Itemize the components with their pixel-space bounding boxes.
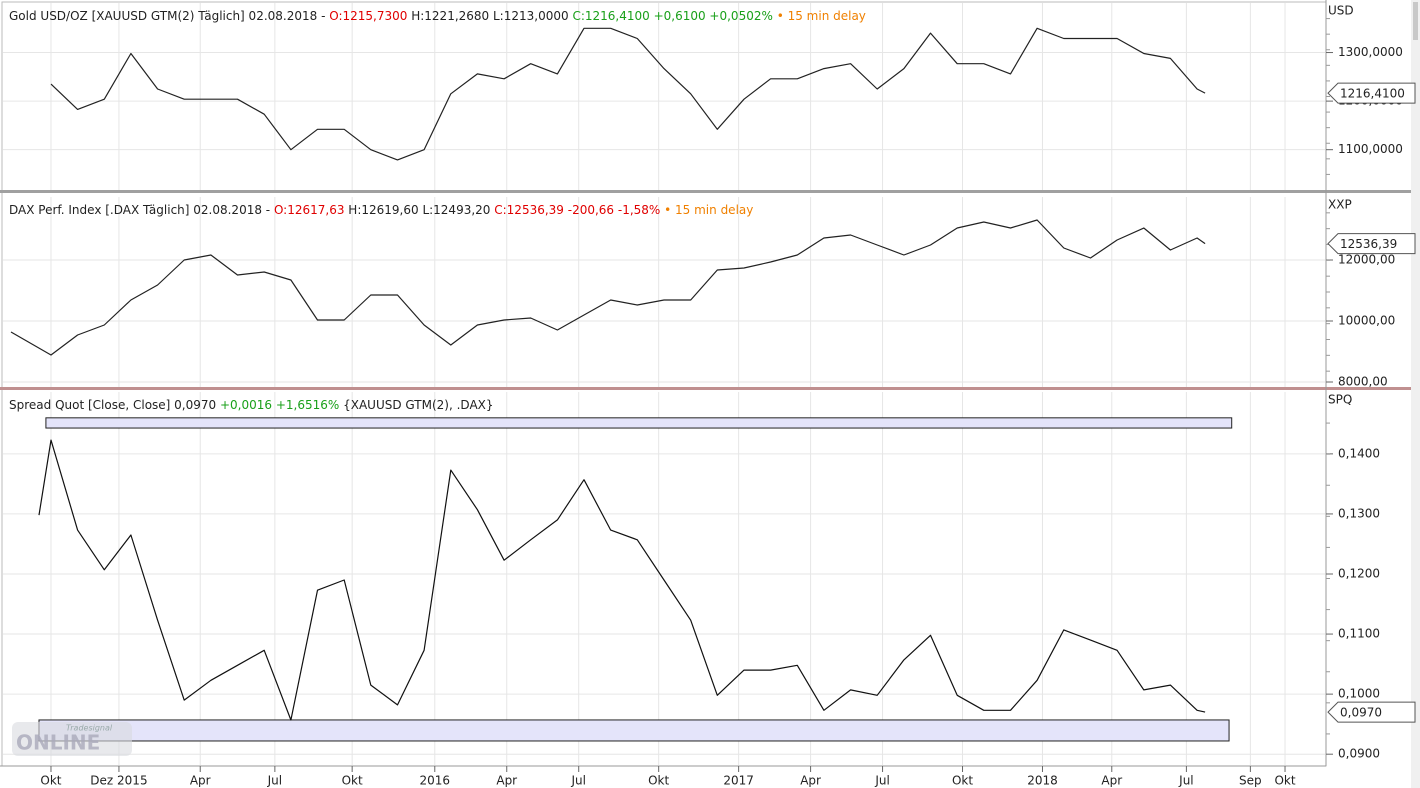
x-tick-label: Jul — [267, 774, 282, 788]
scrollbar[interactable] — [1411, 0, 1420, 788]
pane-header: Gold USD/OZ [XAUUSD GTM(2) Täglich] 02.0… — [9, 9, 866, 23]
x-tick-label: Jul — [874, 774, 889, 788]
y-tick-label: 0,0900 — [1338, 747, 1380, 761]
x-tick-label: Apr — [496, 774, 517, 788]
y-tick-label: 0,1100 — [1338, 627, 1380, 641]
x-tick-label: Okt — [342, 774, 363, 788]
header-segment: Gold USD/OZ [XAUUSD GTM(2) Täglich] 02.0… — [9, 9, 329, 23]
header-segment: • 15 min delay — [773, 9, 866, 23]
pane-separator — [0, 387, 1420, 390]
x-tick-label: Okt — [40, 774, 61, 788]
last-price-tag — [1327, 233, 1416, 255]
scrollbar-thumb[interactable] — [1413, 2, 1418, 40]
pane-header: DAX Perf. Index [.DAX Täglich] 02.08.201… — [9, 203, 753, 217]
watermark-text: Tradesignal — [66, 724, 113, 733]
header-segment: {XAUUSD GTM(2), .DAX} — [339, 398, 493, 412]
header-segment: • 15 min delay — [660, 203, 753, 217]
channel-band — [45, 417, 1233, 429]
watermark-logo — [12, 722, 132, 756]
x-tick-label: Jul — [570, 774, 585, 788]
y-tick-label: 1300,0000 — [1338, 45, 1403, 59]
last-price-tag — [1327, 82, 1416, 104]
y-tick-label: 10000,00 — [1338, 314, 1395, 328]
y-tick-label: 0,1200 — [1338, 566, 1380, 580]
x-tick-label: Apr — [800, 774, 821, 788]
last-price-tag — [1327, 701, 1416, 723]
y-tick-label: 0,1400 — [1338, 446, 1380, 460]
pane-header: Spread Quot [Close, Close] 0,0970 +0,001… — [9, 398, 494, 412]
x-tick-label: 2018 — [1027, 774, 1058, 788]
y-tick-label: 0,1000 — [1338, 687, 1380, 701]
x-tick-label: Apr — [190, 774, 211, 788]
price-line — [38, 439, 1206, 721]
y-tick-label: 12000,00 — [1338, 253, 1395, 267]
x-tick-label: Okt — [1274, 774, 1295, 788]
x-tick-label: Okt — [648, 774, 669, 788]
x-tick-label: Dez 2015 — [90, 774, 147, 788]
header-segment: +0,0016 +1,6516% — [220, 398, 339, 412]
header-segment: C:12536,39 -200,66 -1,58% — [494, 203, 660, 217]
y-tick-label: 0,1300 — [1338, 506, 1380, 520]
axis-unit: SPQ — [1328, 393, 1352, 407]
y-tick-label: 8000,00 — [1338, 374, 1388, 388]
x-tick-label: Apr — [1101, 774, 1122, 788]
header-segment: DAX Perf. Index [.DAX Täglich] 02.08.201… — [9, 203, 274, 217]
last-price-label: 1216,4100 — [1340, 87, 1405, 101]
header-segment: H:12619,60 L:12493,20 — [344, 203, 494, 217]
x-tick-label: 2016 — [420, 774, 451, 788]
pane-separator — [0, 190, 1420, 193]
last-price-label: 12536,39 — [1340, 237, 1397, 251]
x-tick-label: 2017 — [723, 774, 754, 788]
x-tick-label: Jul — [1178, 774, 1193, 788]
x-tick-label: Okt — [952, 774, 973, 788]
axis-unit: USD — [1328, 4, 1354, 18]
header-segment: O:12617,63 — [274, 203, 345, 217]
header-segment: Spread Quot [Close, Close] 0,0970 — [9, 398, 220, 412]
channel-band — [38, 719, 1230, 742]
price-line — [50, 27, 1206, 161]
price-line — [10, 219, 1206, 356]
last-price-label: 0,0970 — [1340, 706, 1382, 720]
x-tick-label: Sep — [1239, 774, 1262, 788]
header-segment: C:1216,4100 +0,6100 +0,0502% — [572, 9, 772, 23]
watermark-text: ONLINE — [16, 731, 100, 755]
y-tick-label: 1100,0000 — [1338, 142, 1403, 156]
axis-unit: XXP — [1328, 198, 1352, 212]
header-segment: H:1221,2680 L:1213,0000 — [407, 9, 572, 23]
header-segment: O:1215,7300 — [329, 9, 407, 23]
